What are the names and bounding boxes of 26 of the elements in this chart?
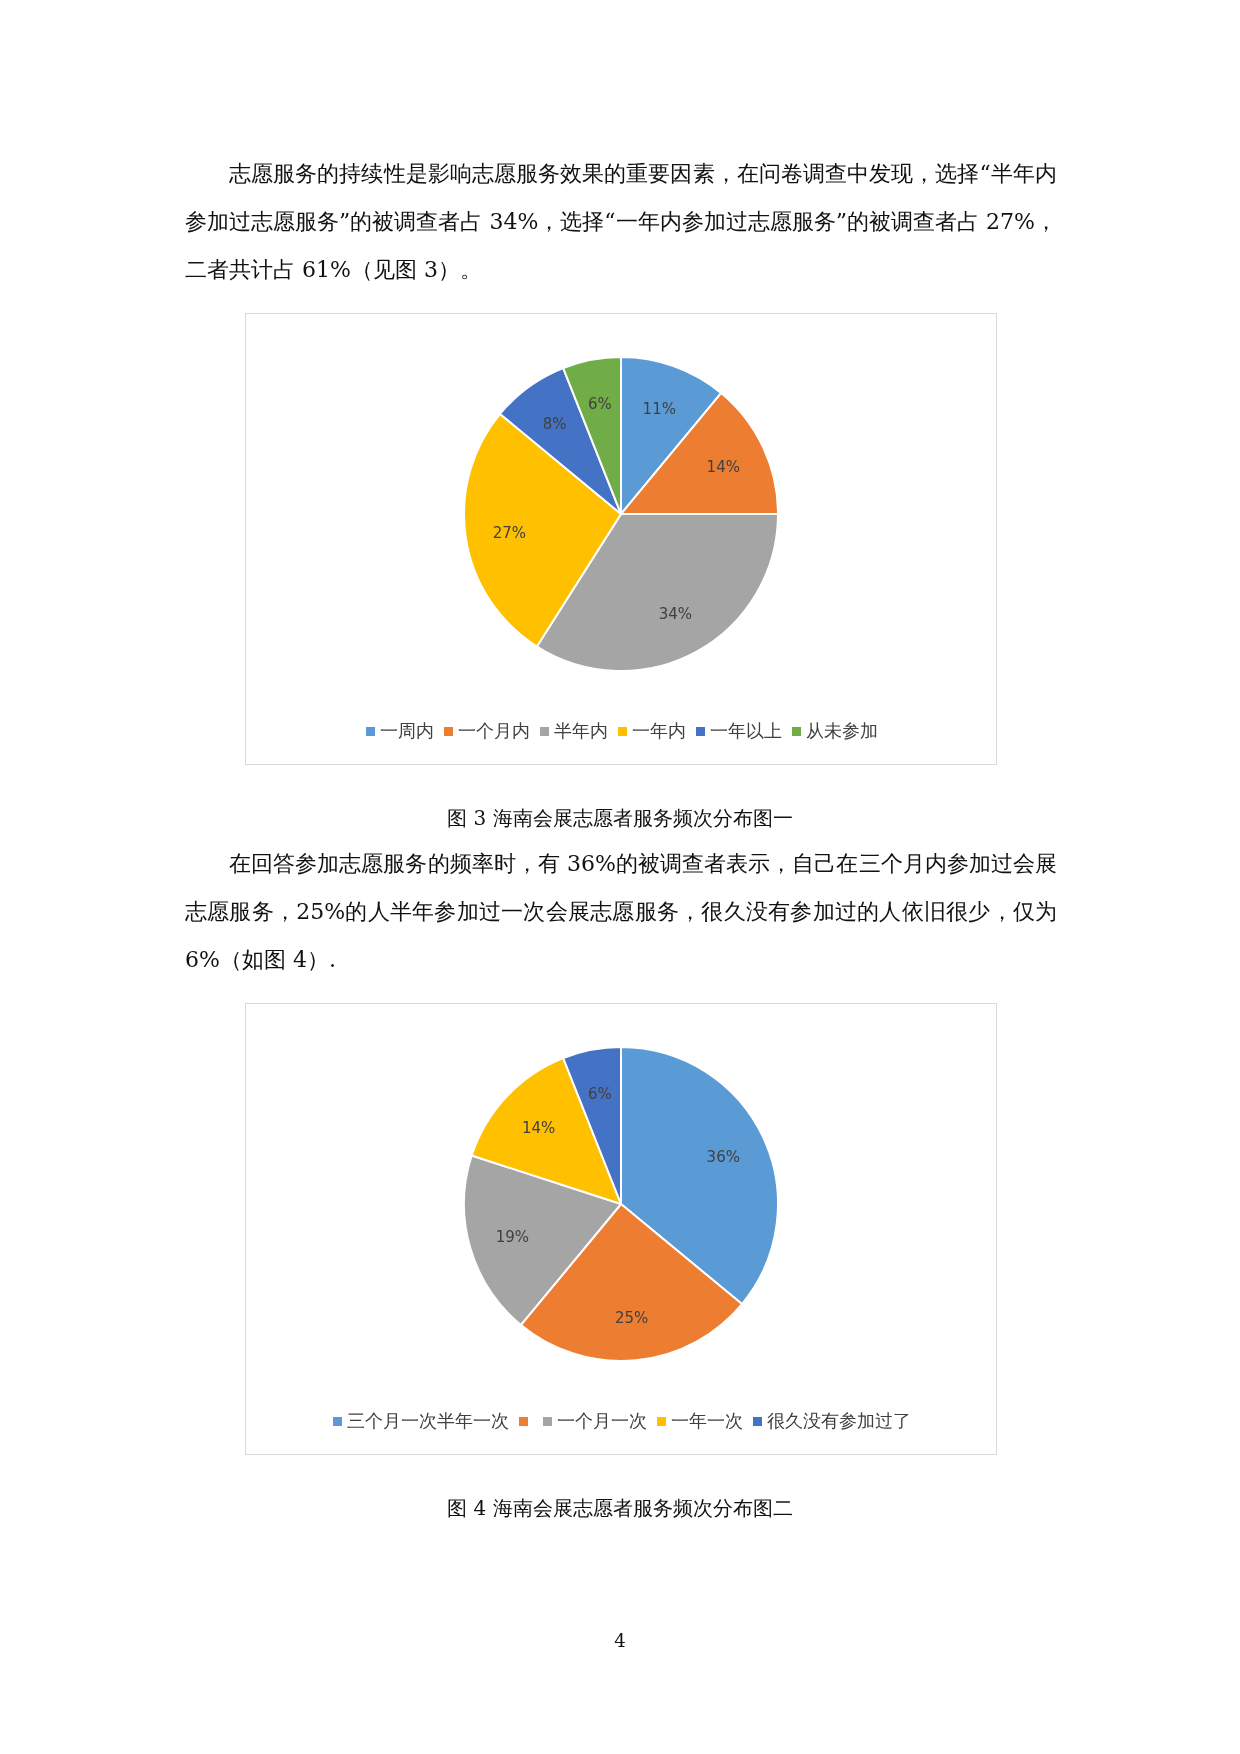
legend-label: 一年内 [632,719,686,743]
legend-label: 一个月内 [458,719,530,743]
text: 4 [613,1630,627,1651]
data-label: 25% [614,1308,649,1327]
data-label: 34% [658,605,693,624]
legend-label: 半年内 [554,719,608,743]
data-label: 14% [521,1118,556,1137]
legend-label: 三个月一次半年一次 [347,1409,509,1433]
legend-label: 一个月一次 [557,1409,647,1433]
data-label: 14% [706,457,740,476]
legend-label: 一年以上 [710,719,782,743]
legend-label: 一年一次 [671,1409,743,1433]
data-label: 11% [642,399,676,418]
data-label: 36% [706,1147,740,1166]
text: 在回答参加志愿服务的频率时，有 36%的被调查者表示，自己在三个月内参加过会展志愿服务，25%的人半年参加过一次会展志愿服务，很久没有参加过的人依旧很少，仅为 6%（如图 4）. [185,850,1057,974]
text: 志愿服务的持续性是影响志愿服务效果的重要因素，在问卷调查中发现，选择“半年内参加过志愿服务”的被调查者占 34%，选择“一年内参加过志愿服务”的被调查者占 27%，二者共计占 61%（见图 3）。 [185,160,1057,284]
data-label: 6% [587,1084,612,1103]
legend-label: 很久没有参加过了 [767,1409,911,1433]
legend-label: 一周内 [380,719,434,743]
text: 图 3 海南会展志愿者服务频次分布图一 [446,805,794,832]
data-label: 27% [492,523,527,542]
data-label: 8% [542,414,567,433]
data-label: 6% [587,394,612,413]
data-label: 19% [495,1227,530,1246]
legend-label: 从未参加 [806,719,878,743]
text: 图 4 海南会展志愿者服务频次分布图二 [446,1495,794,1522]
